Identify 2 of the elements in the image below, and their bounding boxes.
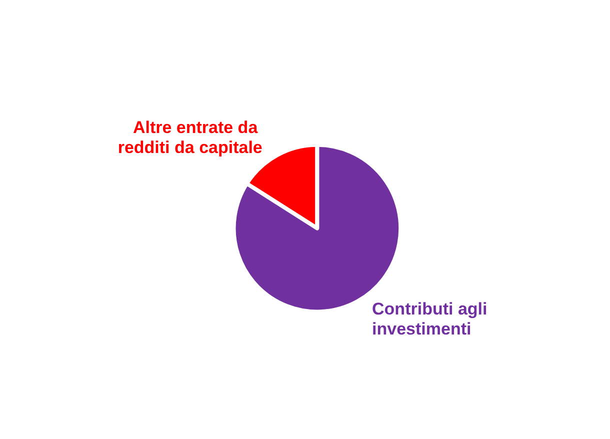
slice-label: Altre entrate da redditi da capitale bbox=[118, 118, 262, 158]
slice-label: Contributi agli investimenti bbox=[372, 299, 492, 338]
